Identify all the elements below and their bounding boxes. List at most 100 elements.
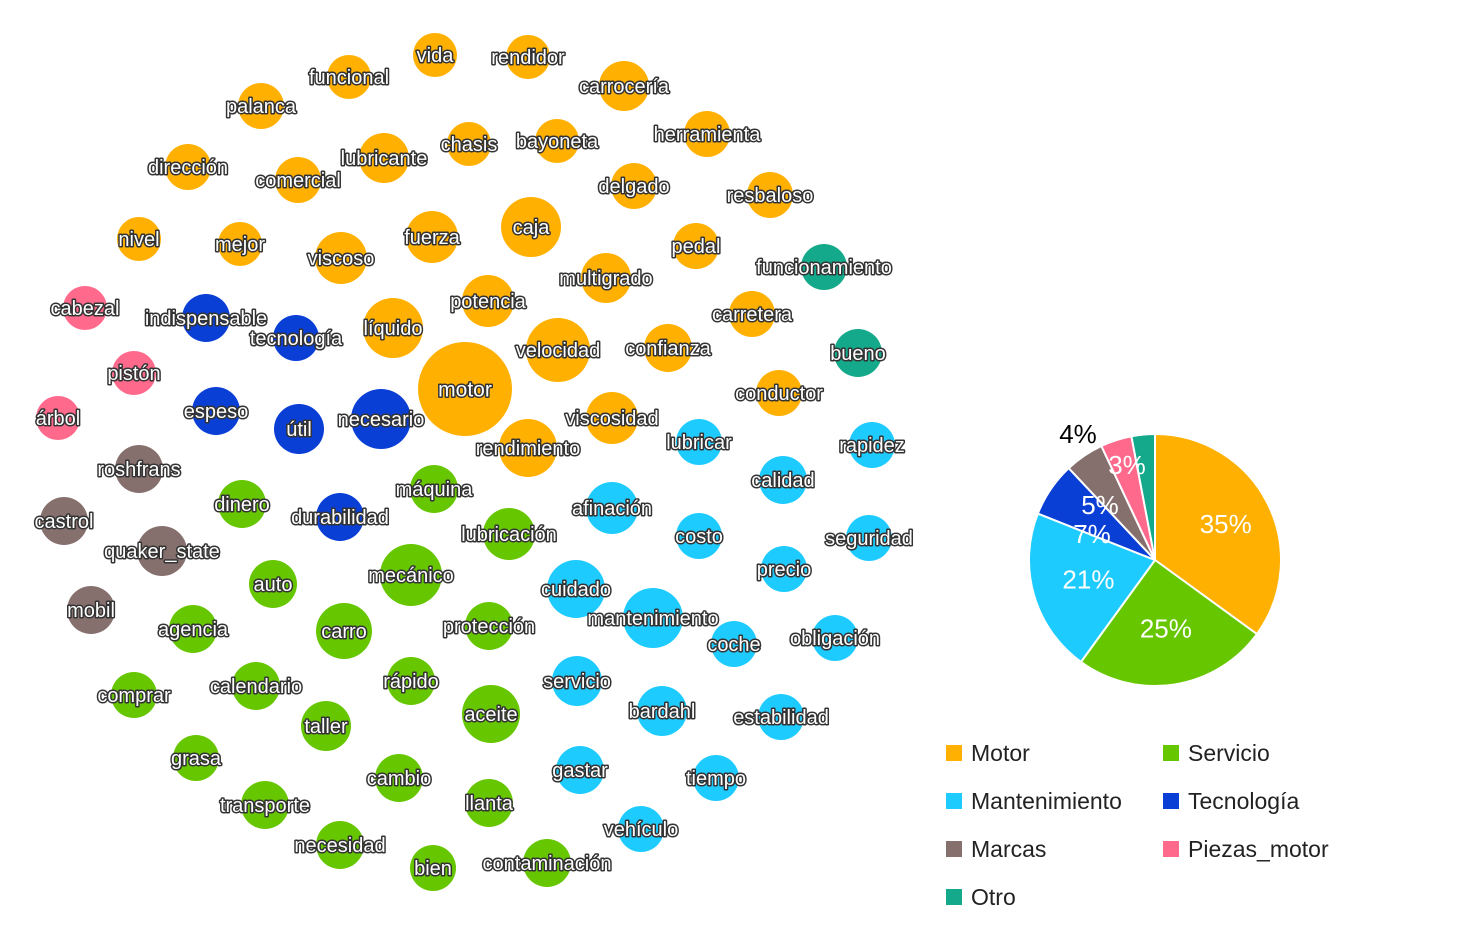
node-circle-proteccion xyxy=(465,602,513,650)
node-rapidez: rapidez xyxy=(838,422,906,468)
node-circle-cambio xyxy=(375,754,423,802)
node-circle-bayoneta xyxy=(535,119,579,163)
node-circle-obligacion xyxy=(812,615,858,661)
node-circle-funcional xyxy=(327,55,371,99)
node-circle-resbaloso xyxy=(747,172,793,218)
node-afinacion: afinación xyxy=(570,482,654,534)
node-tiempo: tiempo xyxy=(684,755,748,801)
node-label-coche: coche xyxy=(707,634,760,656)
node-rendidor: rendidor xyxy=(490,35,567,79)
node-circle-carroceria xyxy=(599,61,649,111)
node-obligacion: obligación xyxy=(788,615,882,661)
node-tecnologia: tecnología xyxy=(248,315,345,361)
node-circle-viscoso xyxy=(315,232,367,284)
node-vehiculo: vehículo xyxy=(602,806,680,852)
node-circle-tiempo xyxy=(693,755,739,801)
node-resbaloso: resbaloso xyxy=(725,172,815,218)
node-label-direccion: dirección xyxy=(148,157,228,179)
node-circle-arbol xyxy=(36,396,80,440)
pie-label-mantenimiento: 21% xyxy=(1062,564,1114,594)
legend-item-tecnologia: Tecnología xyxy=(1163,788,1299,814)
node-label-dinero: dinero xyxy=(214,494,270,516)
node-calendario: calendario xyxy=(208,662,304,710)
node-carro: carro xyxy=(316,603,372,659)
node-lubricar: lubricar xyxy=(665,419,734,465)
node-chasis: chasis xyxy=(439,122,499,166)
node-roshfrans: roshfrans xyxy=(96,445,182,493)
node-label-vida: vida xyxy=(417,45,455,67)
node-taller: taller xyxy=(301,701,351,751)
node-circle-mantenimiento xyxy=(623,588,683,648)
node-circle-bardahl xyxy=(637,686,687,736)
node-confianza: confianza xyxy=(624,324,713,372)
legend-item-piezas-motor: Piezas_motor xyxy=(1163,836,1329,862)
pie-label-piezas-motor: 4% xyxy=(1059,419,1097,449)
node-direccion: dirección xyxy=(146,144,230,190)
node-necesidad: necesidad xyxy=(293,821,387,869)
node-circle-aceite xyxy=(462,685,520,743)
node-viscosidad: viscosidad xyxy=(564,392,660,444)
node-transporte: transporte xyxy=(218,781,312,829)
node-label-indispensable: indispensable xyxy=(145,308,267,330)
pie-label-marcas: 5% xyxy=(1081,490,1119,520)
node-lubricacion: lubricación xyxy=(460,508,558,560)
node-carroceria: carrocería xyxy=(577,61,671,111)
node-label-agencia: agencia xyxy=(158,619,229,641)
node-circle-confianza xyxy=(644,324,692,372)
node-circle-grasa xyxy=(173,735,219,781)
node-circle-vehiculo xyxy=(618,806,664,852)
node-circle-rendimiento xyxy=(499,419,557,477)
legend-label-otro: Otro xyxy=(971,884,1016,910)
node-circle-mobil xyxy=(67,586,115,634)
node-circle-palanca xyxy=(238,83,284,129)
legend-swatch-mantenimiento xyxy=(946,793,962,809)
legend-swatch-otro xyxy=(946,889,962,905)
node-necesario: necesario xyxy=(336,389,426,449)
node-label-tiempo: tiempo xyxy=(686,768,746,790)
node-multigrado: multigrado xyxy=(558,253,654,303)
node-label-funcionamiento: funcionamiento xyxy=(756,257,892,279)
node-circle-estabilidad xyxy=(758,694,804,740)
node-label-servicio: servicio xyxy=(543,671,611,693)
node-label-potencia: potencia xyxy=(450,291,526,313)
node-label-precio: precio xyxy=(757,559,811,581)
node-label-costo: costo xyxy=(675,526,723,548)
node-label-necesario: necesario xyxy=(338,409,425,431)
node-estabilidad: estabilidad xyxy=(732,694,830,740)
node-circle-cabezal xyxy=(63,286,107,330)
node-circle-taller xyxy=(301,701,351,751)
node-circle-herramienta xyxy=(684,111,730,157)
node-potencia: potencia xyxy=(449,275,528,327)
node-indispensable: indispensable xyxy=(143,294,269,342)
node-label-tecnologia: tecnología xyxy=(250,328,343,350)
node-label-lubricacion: lubricación xyxy=(461,524,557,546)
pie-label-otro: 3% xyxy=(1108,450,1146,480)
node-circle-velocidad xyxy=(526,318,590,382)
node-circle-necesario xyxy=(351,389,411,449)
node-label-seguridad: seguridad xyxy=(825,528,913,550)
node-circle-caja xyxy=(501,197,561,257)
legend-swatch-servicio xyxy=(1163,745,1179,761)
node-circle-durabilidad xyxy=(316,493,364,541)
node-circle-multigrado xyxy=(581,253,631,303)
node-bien: bien xyxy=(410,845,456,891)
node-label-transporte: transporte xyxy=(220,795,310,817)
node-grasa: grasa xyxy=(169,735,223,781)
legend-item-motor: Motor xyxy=(946,740,1030,766)
node-label-calendario: calendario xyxy=(210,676,302,698)
node-circle-carretera xyxy=(729,291,775,337)
node-mobil: mobil xyxy=(66,586,116,634)
node-lubricante: lubricante xyxy=(339,133,429,183)
node-llanta: llanta xyxy=(464,779,515,827)
legend-label-mantenimiento: Mantenimiento xyxy=(971,788,1122,814)
node-label-lubricar: lubricar xyxy=(666,432,732,454)
node-label-estabilidad: estabilidad xyxy=(733,707,829,729)
node-label-quaker-state: quaker_state xyxy=(104,541,220,563)
node-viscoso: viscoso xyxy=(306,232,376,284)
node-cuidado: cuidado xyxy=(539,560,613,618)
pie-slice-servicio xyxy=(1079,558,1259,687)
node-durabilidad: durabilidad xyxy=(290,493,390,541)
node-servicio: servicio xyxy=(542,656,612,706)
node-circle-llanta xyxy=(465,779,513,827)
node-label-funcional: funcional xyxy=(309,67,389,89)
